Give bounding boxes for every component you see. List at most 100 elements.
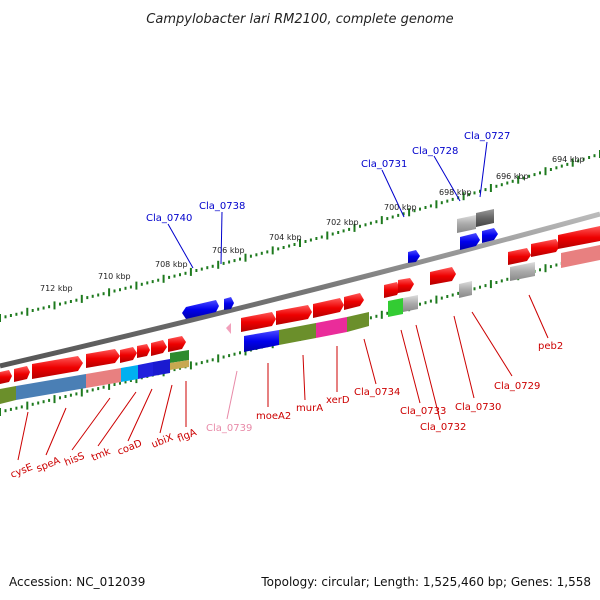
bottom-track-minor-tick (457, 291, 460, 295)
gene-label-coad[interactable]: coaD (116, 438, 144, 458)
top-track-minor-tick (539, 171, 541, 175)
gene-block[interactable] (138, 362, 153, 379)
gene-block[interactable] (86, 368, 121, 388)
gene-arrow[interactable] (224, 297, 234, 310)
bottom-track-minor-tick (424, 301, 427, 305)
bottom-track-minor-tick (555, 263, 558, 267)
gene-label-ubix[interactable]: ubiX (150, 432, 175, 451)
gene-block[interactable] (561, 245, 600, 268)
gene-label-hiss[interactable]: hisS (63, 451, 86, 469)
top-track-minor-tick (369, 221, 372, 225)
gene-block[interactable] (16, 374, 86, 400)
gene-arrow[interactable] (398, 278, 414, 293)
gene-label-xerd[interactable]: xerD (326, 395, 350, 406)
top-track-minor-tick (124, 286, 127, 290)
gene-label-spea[interactable]: speA (35, 455, 62, 474)
bottom-track-major-tick (80, 388, 83, 397)
gene-block[interactable] (316, 317, 347, 338)
gene-arrow[interactable] (408, 250, 420, 263)
gene-arrow[interactable] (14, 366, 30, 382)
top-track-minor-tick (549, 168, 552, 171)
gene-block[interactable] (170, 350, 189, 363)
bottom-track-minor-tick (506, 277, 509, 281)
gene-label-peb2[interactable]: peb2 (538, 341, 563, 352)
bottom-track-minor-tick (4, 409, 7, 413)
bottom-track-major-tick (53, 395, 56, 404)
bottom-track-minor-tick (37, 401, 40, 405)
gene-arrow[interactable] (430, 267, 456, 285)
gene-label-cla0733[interactable]: Cla_0733 (400, 406, 446, 417)
gene-label-cla0738[interactable]: Cla_0738 (199, 201, 245, 212)
gene-block[interactable] (476, 209, 494, 227)
gene-arrow[interactable] (482, 228, 498, 243)
gene-label-tmk[interactable]: tmk (90, 446, 112, 464)
top-track-minor-tick (69, 300, 72, 303)
gene-label-cla0739[interactable]: Cla_0739 (206, 423, 252, 434)
gene-block[interactable] (244, 330, 279, 352)
top-track-minor-tick (593, 154, 596, 158)
gene-arrow[interactable] (0, 370, 12, 384)
gene-arrow[interactable] (460, 233, 480, 250)
topology-text: Topology: circular; Length: 1,525,460 bp… (260, 575, 591, 589)
bottom-track-minor-tick (75, 392, 78, 396)
gene-arrow[interactable] (226, 323, 231, 334)
gene-arrow[interactable] (137, 344, 150, 358)
gene-label-cla0731[interactable]: Cla_0731 (361, 159, 407, 170)
gene-arrow[interactable] (241, 312, 276, 332)
bottom-track-major-tick (189, 361, 192, 370)
gene-label-cyse[interactable]: cysE (9, 462, 34, 481)
gene-label-cla0729[interactable]: Cla_0729 (494, 381, 540, 392)
gene-arrow[interactable] (384, 282, 400, 298)
top-track-minor-tick (97, 293, 100, 297)
gene-label-moea2[interactable]: moeA2 (256, 411, 291, 422)
gene-label-cla0728[interactable]: Cla_0728 (412, 146, 458, 157)
gene-block[interactable] (347, 312, 369, 332)
top-track-major-tick (489, 184, 492, 192)
gene-label-mura[interactable]: murA (296, 403, 323, 414)
gene-block[interactable] (459, 281, 472, 298)
top-track-minor-tick (419, 207, 421, 211)
gene-block[interactable] (153, 359, 170, 376)
gene-arrow[interactable] (313, 298, 344, 318)
gene-arrow[interactable] (531, 239, 560, 257)
gene-label-cla0727[interactable]: Cla_0727 (464, 131, 510, 142)
gene-block[interactable] (170, 360, 189, 370)
bottom-track-minor-tick (102, 385, 105, 389)
gene-arrow[interactable] (558, 226, 600, 249)
gene-block[interactable] (510, 262, 535, 281)
gene-label-flga[interactable]: flgA (176, 427, 198, 445)
gene-label-cla0740[interactable]: Cla_0740 (146, 213, 192, 224)
gene-block[interactable] (388, 298, 403, 317)
top-track-minor-tick (277, 247, 280, 251)
top-track-minor-tick (440, 201, 443, 205)
gene-block[interactable] (121, 365, 138, 382)
gene-label-cla0734[interactable]: Cla_0734 (354, 387, 400, 398)
gene-arrow[interactable] (120, 347, 137, 363)
gene-arrow[interactable] (32, 356, 83, 379)
gene-block[interactable] (457, 215, 476, 233)
gene-block[interactable] (403, 295, 418, 312)
gene-arrow[interactable] (86, 349, 120, 368)
top-track-minor-tick (239, 257, 241, 261)
top-track-minor-tick (266, 250, 269, 254)
top-track-minor-tick (293, 243, 296, 246)
top-track-minor-tick (528, 174, 531, 178)
top-track-minor-tick (429, 204, 432, 208)
gene-arrow[interactable] (276, 305, 312, 325)
bottom-track-minor-tick (369, 316, 372, 320)
gene-block[interactable] (0, 386, 16, 404)
top-track-minor-tick (255, 253, 258, 257)
top-track-minor-tick (451, 197, 454, 201)
gene-arrow[interactable] (344, 293, 364, 310)
gene-arrow[interactable] (151, 340, 167, 356)
bottom-track-minor-tick (15, 406, 18, 410)
gene-arrow[interactable] (168, 336, 186, 352)
gene-label-cla0730[interactable]: Cla_0730 (455, 402, 501, 413)
gene-arrow[interactable] (508, 248, 531, 265)
gene-label-cla0732[interactable]: Cla_0732 (420, 422, 466, 433)
gene-arrow[interactable] (182, 300, 219, 319)
bottom-track-minor-tick (479, 285, 481, 289)
gene-block[interactable] (279, 323, 316, 345)
genome-backbone (0, 211, 600, 369)
bottom-track-minor-tick (113, 383, 116, 386)
